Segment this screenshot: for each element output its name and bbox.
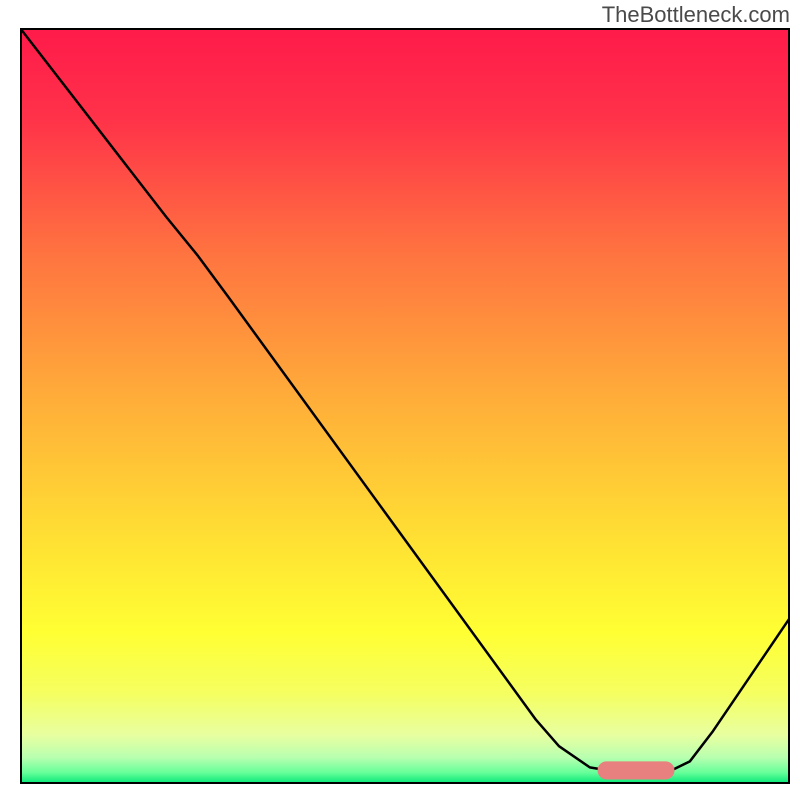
plot-area: [20, 28, 790, 784]
watermark-text: TheBottleneck.com: [602, 2, 790, 28]
chart-svg: [20, 28, 790, 784]
bottleneck-curve: [20, 28, 790, 773]
chart-container: TheBottleneck.com: [0, 0, 800, 800]
gradient-background: [20, 28, 790, 784]
optimal-marker: [598, 761, 675, 779]
